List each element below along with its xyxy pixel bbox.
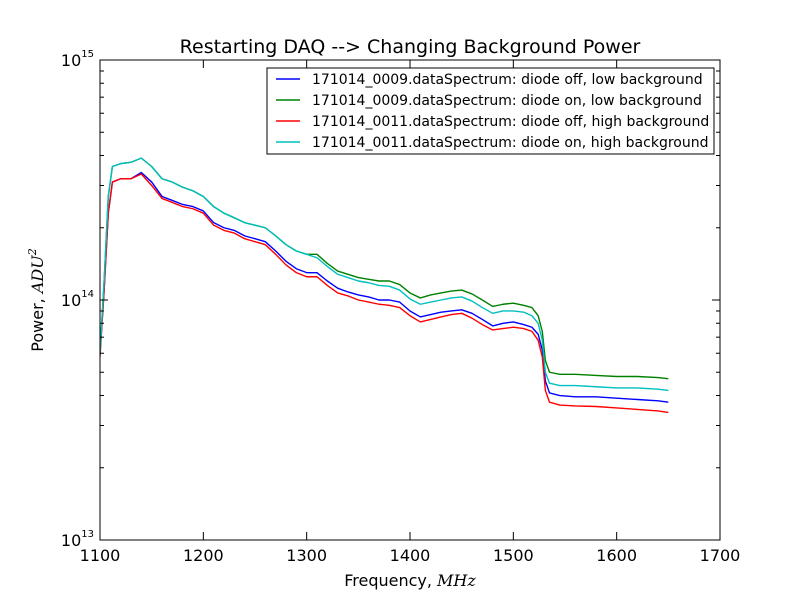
legend-label: 171014_0011.dataSpectrum: diode off, hig… [312,114,709,130]
series-line-3 [100,173,669,414]
series-line-4 [100,157,669,392]
plot-frame [99,59,721,541]
series-line-1 [100,171,669,403]
x-axis-label: Frequency, MHz [344,571,476,590]
x-tick-label: 1600 [596,546,637,565]
legend-box [266,67,715,155]
legend-label: 171014_0009.dataSpectrum: diode off, low… [312,72,703,88]
legend: 171014_0009.dataSpectrum: diode off, low… [266,67,715,155]
chart-title: Restarting DAQ --> Changing Background P… [180,36,641,58]
x-tick-label: 1700 [700,546,741,565]
x-tick-label: 1200 [183,546,224,565]
legend-label: 171014_0009.dataSpectrum: diode on, low … [312,93,702,109]
y-axis-label: Power, ADU2 [26,248,47,351]
x-tick-label: 1300 [286,546,327,565]
y-tick-label: 1014 [61,289,94,310]
x-tick-label: 1500 [493,546,534,565]
y-tick-label: 1015 [61,49,94,70]
x-tick-label: 1100 [80,546,121,565]
x-tick-label: 1400 [390,546,431,565]
legend-label: 171014_0011.dataSpectrum: diode on, high… [312,135,708,151]
y-tick-label: 1013 [61,529,94,550]
